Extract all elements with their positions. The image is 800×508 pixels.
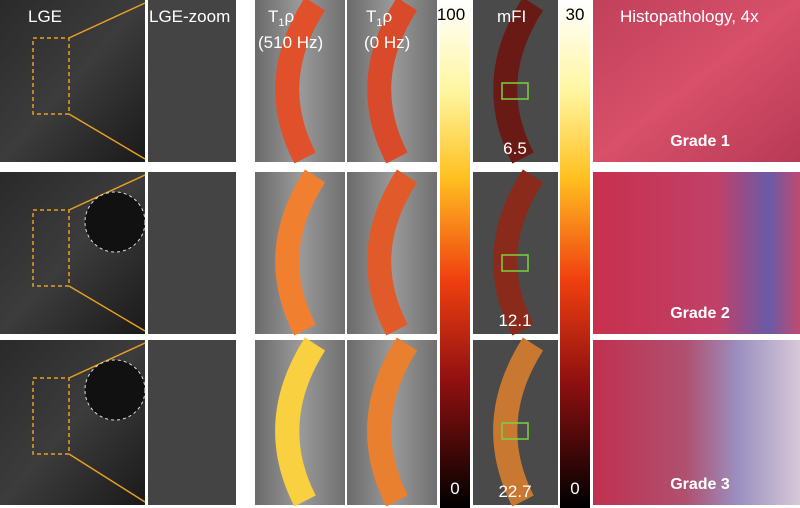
mfi-value: 6.5 xyxy=(503,139,527,158)
lge-image xyxy=(0,0,145,162)
lge-zoom-image xyxy=(148,172,236,334)
histopathology-image xyxy=(593,0,800,162)
header: (510 Hz) xyxy=(258,33,323,52)
colorbar-max: 30 xyxy=(566,5,585,24)
t1rho-arc xyxy=(275,0,326,164)
histopathology-image xyxy=(593,340,800,505)
grade-label: Grade 1 xyxy=(670,133,730,150)
ring xyxy=(84,191,146,253)
zoom-line xyxy=(68,285,146,332)
t1rho-arc xyxy=(275,169,326,336)
colorbar-max: 100 xyxy=(437,5,465,24)
grade-label: Grade 3 xyxy=(670,476,730,493)
colorbar xyxy=(440,0,470,508)
header: mFI xyxy=(497,7,526,26)
ring xyxy=(84,359,146,421)
mfi-value: 12.1 xyxy=(498,311,531,330)
header: T1ρ xyxy=(268,7,294,29)
t1rho-arc xyxy=(367,0,418,164)
mfi-value: 22.7 xyxy=(498,482,531,501)
headers: LGE LGE-zoom T1ρ (510 Hz) T1ρ (0 Hz) mFI… xyxy=(28,7,759,52)
lge-zoom-image xyxy=(148,340,236,505)
zoom-line xyxy=(68,113,146,160)
roi-box xyxy=(501,82,529,100)
t1rho-arc xyxy=(275,337,326,507)
roi-box xyxy=(501,254,529,272)
histopathology-image xyxy=(593,172,800,334)
t1rho-arc xyxy=(367,169,418,336)
zoom-line xyxy=(68,453,146,503)
zoom-line xyxy=(68,174,146,211)
lge-zoom-box xyxy=(32,37,70,115)
roi-box xyxy=(501,422,529,440)
header: LGE xyxy=(28,7,62,26)
lge-zoom-box xyxy=(32,209,70,287)
header: (0 Hz) xyxy=(364,33,410,52)
lge-zoom-box xyxy=(32,377,70,455)
grade-label: Grade 2 xyxy=(670,305,730,322)
mfi-arc xyxy=(493,169,544,336)
lge-zoom-image xyxy=(148,0,236,162)
t1rho-arc xyxy=(367,337,418,507)
header: T1ρ xyxy=(366,7,392,29)
zoom-line xyxy=(68,342,146,379)
header: LGE-zoom xyxy=(149,7,230,26)
zoom-line xyxy=(68,2,146,39)
header: Histopathology, 4x xyxy=(620,7,759,26)
mfi-arc xyxy=(493,0,544,164)
colorbar xyxy=(560,0,590,508)
colorbar-min: 0 xyxy=(450,479,459,498)
colorbar-min: 0 xyxy=(570,479,579,498)
